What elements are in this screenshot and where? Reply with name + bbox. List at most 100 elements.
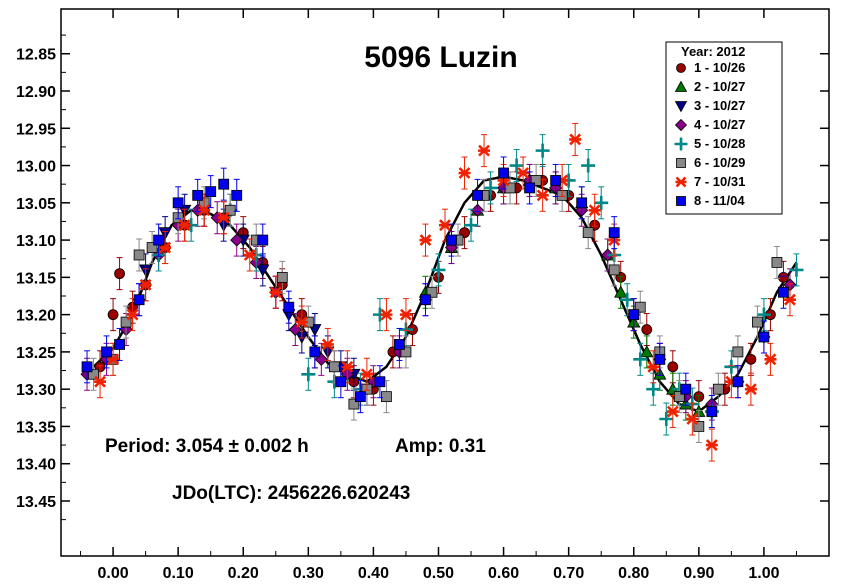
point-marker [778,286,789,298]
legend-label: 6 - 10/29 [694,155,745,170]
point-marker [205,186,217,198]
data-point [101,335,112,369]
point-marker [231,189,243,201]
point-marker [498,167,509,179]
data-point [764,342,777,376]
legend-marker [674,137,688,151]
y-tick-label: 13.25 [16,345,56,362]
y-tick-label: 13.15 [16,270,56,287]
legend-entry: 8 - 11/04 [676,193,745,208]
data-point [680,372,692,406]
x-tick-label: 1.00 [748,565,779,582]
point-marker [381,391,392,403]
data-point [431,253,446,287]
data-point [576,186,588,220]
data-point [498,156,509,190]
data-point [439,208,451,242]
legend-entry: 3 - 10/27 [674,98,745,113]
point-marker [114,339,125,350]
data-point [634,290,646,324]
data-point [88,357,99,391]
point-marker [628,309,640,321]
data-point [172,186,184,220]
data-point [628,298,640,332]
data-point [633,342,648,376]
point-marker [608,264,620,276]
point-marker [705,439,718,451]
point-marker [301,367,316,382]
data-point [120,305,132,339]
epoch-annotation: JDo(LTC): 2456226.620243 [172,483,410,504]
data-point [745,342,757,376]
point-marker [192,189,204,201]
point-marker [536,189,549,202]
point-marker [380,308,393,321]
point-marker [640,345,654,358]
data-point [81,350,93,384]
data-point [231,178,243,212]
legend-marker [674,80,688,92]
point-marker [81,361,93,373]
point-marker [464,218,479,233]
y-tick-label: 12.95 [16,121,56,138]
y-tick-label: 12.85 [16,47,56,64]
legend-title: Year: 2012 [681,44,745,59]
x-tick-label: 0.50 [423,565,454,582]
point-marker [335,376,347,388]
point-marker [101,346,112,358]
point-marker [439,219,451,232]
point-marker [283,301,295,313]
data-point [348,387,360,421]
point-marker [550,175,562,186]
data-points-layer [80,122,804,462]
point-marker [419,234,432,247]
data-point [659,402,674,436]
point-marker [178,219,191,232]
y-tick-label: 13.05 [16,196,56,213]
legend-marker [675,176,687,188]
data-point [608,216,620,250]
data-point [752,305,763,339]
point-marker [666,405,679,418]
data-point [509,149,524,183]
point-marker [745,353,757,365]
data-point [569,122,582,156]
point-marker [341,360,354,373]
data-point [667,350,679,384]
point-marker [217,211,230,224]
y-tick-label: 13.20 [16,308,56,325]
point-marker [517,167,530,179]
data-point [146,231,158,265]
x-tick-label: 0.00 [97,565,128,582]
point-marker [646,382,661,397]
data-point [243,238,256,272]
y-tick-label: 13.10 [16,233,56,250]
point-marker [257,234,269,246]
data-point [550,163,562,197]
point-marker [744,383,757,396]
point-marker [582,227,594,239]
data-point [744,372,757,406]
point-marker [426,286,438,298]
point-marker [420,294,431,306]
data-point [778,275,789,309]
data-point [374,365,386,399]
data-point [458,156,471,190]
y-tick-label: 12.90 [16,84,56,101]
point-marker [789,262,804,277]
point-marker [230,233,244,247]
data-point [588,193,601,227]
data-point [335,365,347,399]
data-point [230,223,244,257]
point-marker [431,262,446,277]
x-tick-label: 0.30 [293,565,324,582]
point-marker [458,167,471,179]
data-point [133,238,145,272]
point-marker [309,346,321,358]
point-marker [633,352,648,367]
data-point [257,223,269,257]
point-marker [360,368,373,381]
y-tick-label: 13.45 [16,494,56,511]
point-marker [146,242,158,253]
data-point [217,201,230,235]
